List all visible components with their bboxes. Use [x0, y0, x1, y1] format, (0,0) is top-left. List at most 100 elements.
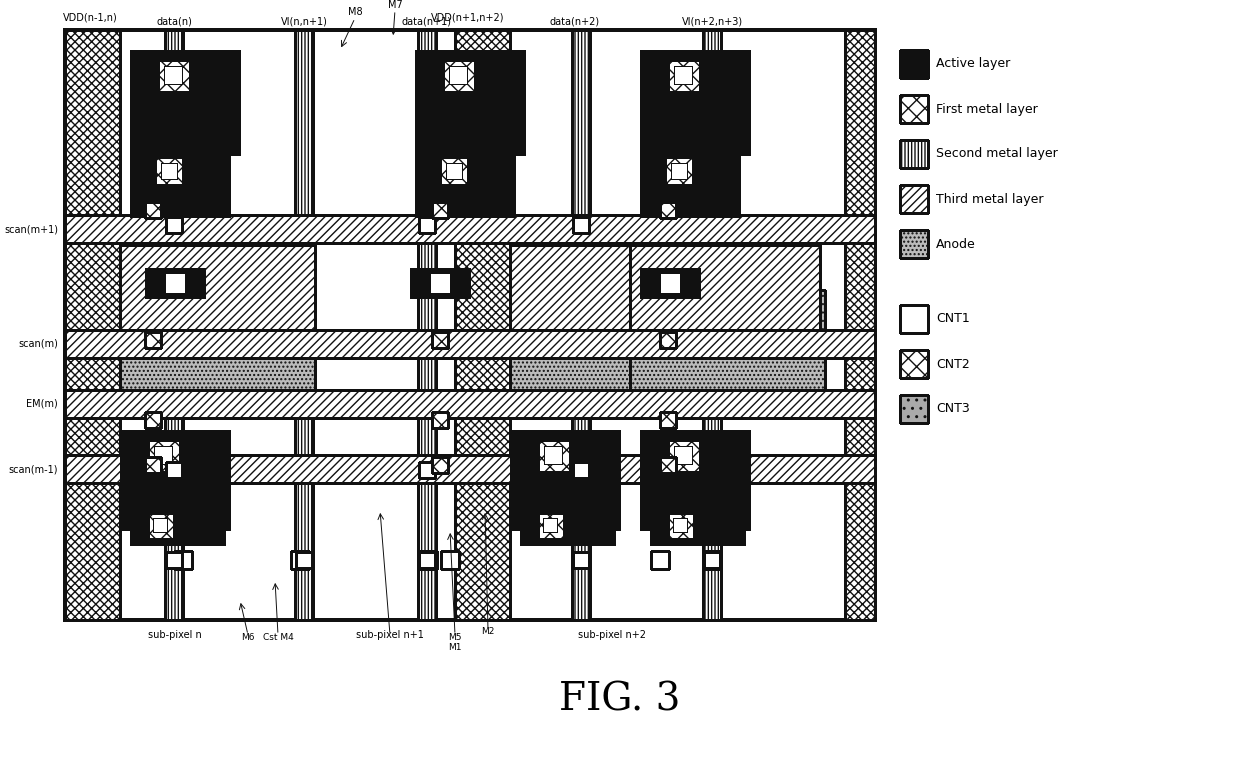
Bar: [640, 480, 750, 530]
Text: Third metal layer: Third metal layer: [936, 192, 1044, 205]
Bar: [157, 60, 190, 92]
Bar: [630, 290, 825, 410]
Text: data(n): data(n): [156, 17, 192, 27]
Bar: [538, 513, 564, 539]
Bar: [660, 273, 680, 293]
Bar: [64, 390, 875, 418]
Bar: [543, 518, 557, 532]
Text: Second metal layer: Second metal layer: [936, 148, 1058, 161]
Text: VDD(n+1,n+2): VDD(n+1,n+2): [432, 13, 505, 23]
Bar: [145, 412, 161, 428]
Bar: [443, 60, 475, 92]
Bar: [432, 457, 448, 473]
Text: FIG. 3: FIG. 3: [559, 681, 681, 718]
Bar: [658, 272, 681, 294]
Text: M5: M5: [448, 634, 461, 643]
Text: scan(m): scan(m): [19, 339, 58, 349]
Text: M7: M7: [388, 0, 402, 10]
Bar: [660, 202, 676, 218]
Bar: [130, 50, 241, 100]
Bar: [155, 157, 184, 185]
Bar: [651, 551, 670, 569]
Bar: [410, 268, 470, 298]
Text: sub-pixel n+2: sub-pixel n+2: [578, 630, 646, 640]
Text: VDD(n-1,n): VDD(n-1,n): [63, 13, 118, 23]
Bar: [900, 50, 928, 78]
Bar: [418, 30, 436, 620]
Bar: [415, 195, 515, 217]
Text: VI(n,n+1): VI(n,n+1): [280, 17, 327, 27]
Bar: [415, 50, 525, 100]
Bar: [673, 518, 687, 532]
Bar: [154, 446, 172, 464]
Text: M1: M1: [448, 644, 461, 653]
Text: Cst M4: Cst M4: [263, 634, 294, 643]
Bar: [291, 551, 309, 569]
Bar: [665, 157, 693, 185]
Text: CNT3: CNT3: [936, 402, 970, 415]
Bar: [148, 440, 180, 472]
Bar: [900, 95, 928, 123]
Bar: [64, 30, 120, 620]
Bar: [640, 150, 740, 195]
Bar: [640, 268, 701, 298]
Text: data(n+2): data(n+2): [549, 17, 600, 27]
Bar: [432, 202, 448, 218]
Bar: [145, 457, 161, 473]
Bar: [419, 217, 435, 233]
Bar: [161, 163, 177, 179]
Bar: [64, 30, 875, 620]
Bar: [296, 552, 312, 568]
Bar: [900, 140, 928, 168]
Bar: [650, 510, 745, 545]
Bar: [429, 272, 451, 294]
Bar: [130, 510, 224, 545]
Bar: [572, 30, 590, 620]
Bar: [120, 245, 315, 340]
Bar: [573, 462, 589, 478]
Bar: [145, 202, 161, 218]
Bar: [900, 305, 928, 333]
Text: M6: M6: [242, 634, 254, 643]
Text: EM(m): EM(m): [26, 399, 58, 409]
Bar: [640, 100, 750, 155]
Bar: [668, 513, 694, 539]
Bar: [441, 551, 459, 569]
Bar: [704, 552, 720, 568]
Bar: [675, 446, 692, 464]
Bar: [440, 157, 467, 185]
Bar: [419, 551, 436, 569]
Text: data(n+1): data(n+1): [402, 17, 453, 27]
Bar: [510, 245, 701, 340]
Text: Active layer: Active layer: [936, 58, 1011, 71]
Bar: [430, 273, 450, 293]
Bar: [668, 440, 701, 472]
Bar: [900, 350, 928, 378]
Text: VI(n+2,n+3): VI(n+2,n+3): [682, 17, 743, 27]
Bar: [166, 462, 182, 478]
Bar: [703, 30, 720, 620]
Bar: [64, 215, 875, 243]
Bar: [446, 163, 463, 179]
Bar: [64, 455, 875, 483]
Bar: [145, 268, 205, 298]
Bar: [295, 30, 312, 620]
Bar: [660, 412, 676, 428]
Text: sub-pixel n+1: sub-pixel n+1: [356, 630, 424, 640]
Bar: [668, 60, 701, 92]
Text: scan(m-1): scan(m-1): [9, 464, 58, 474]
Bar: [419, 462, 435, 478]
Bar: [675, 66, 692, 84]
Bar: [164, 272, 186, 294]
Bar: [174, 551, 192, 569]
Bar: [432, 332, 448, 348]
Bar: [120, 430, 229, 480]
Bar: [130, 100, 241, 155]
Bar: [640, 430, 750, 480]
Text: First metal layer: First metal layer: [936, 102, 1038, 115]
Bar: [573, 552, 589, 568]
Bar: [145, 332, 161, 348]
Bar: [900, 185, 928, 213]
Bar: [64, 330, 875, 358]
Bar: [640, 50, 750, 100]
